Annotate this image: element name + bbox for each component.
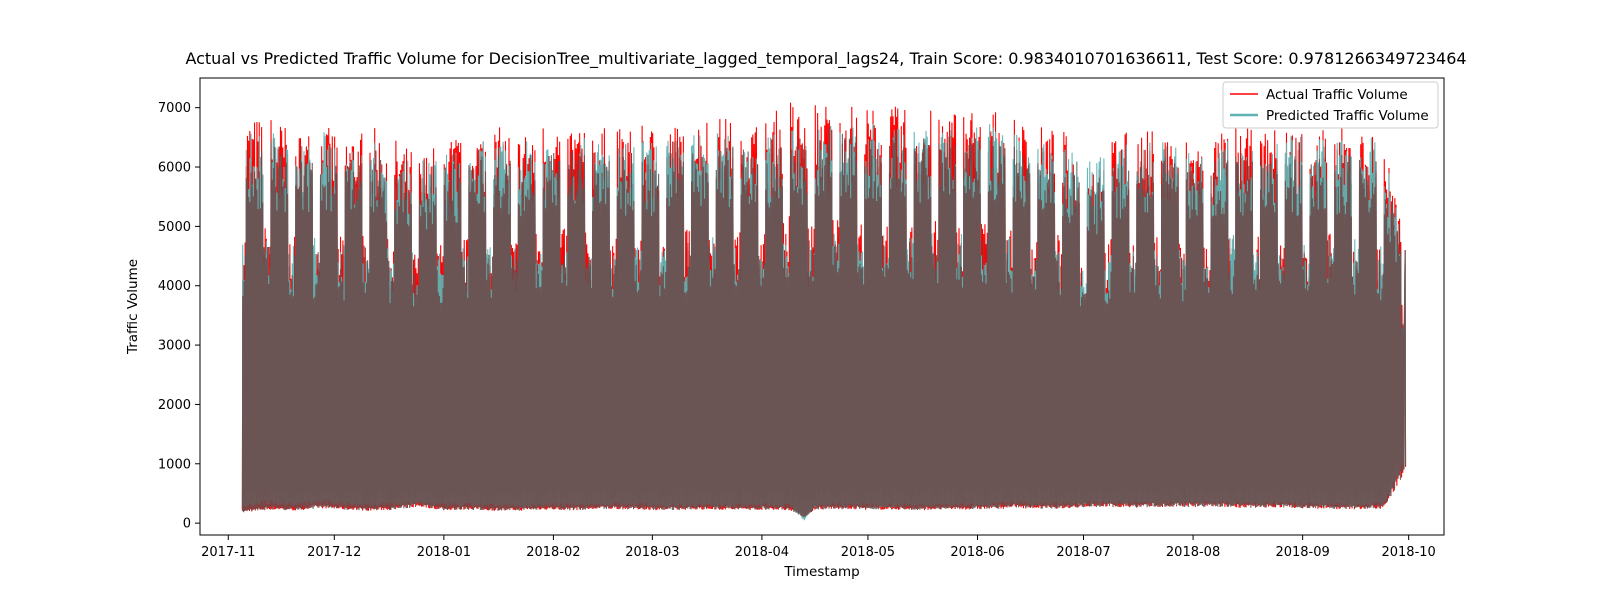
x-tick-label: 2018-01 [417,545,471,560]
x-tick-label: 2018-06 [950,545,1004,560]
x-tick-label: 2018-10 [1381,545,1435,560]
legend-label: Actual Traffic Volume [1266,87,1408,103]
legend-label: Predicted Traffic Volume [1266,108,1429,124]
overlap-band [241,128,1407,517]
x-tick-label: 2018-08 [1166,545,1220,560]
legend: Actual Traffic Volume Predicted Traffic V… [1222,81,1439,129]
y-axis-label: Traffic Volume [125,259,141,355]
x-tick-label: 2018-09 [1275,545,1329,560]
x-tick-label: 2017-12 [307,545,361,560]
x-tick-label: 2018-03 [625,545,679,560]
x-axis: 2017-11 2017-12 2018-01 2018-02 2018-03 2018-… [201,535,1436,560]
y-tick-label: 5000 [158,220,191,235]
y-tick-label: 7000 [158,101,191,116]
plot-frame [199,77,1445,536]
x-tick-label: 2018-04 [735,545,789,560]
x-tick-label: 2018-05 [841,545,895,560]
chart-title: Actual vs Predicted Traffic Volume for D… [185,49,1466,69]
y-axis: 0 1000 2000 3000 4000 5000 6000 7000 [158,101,200,532]
y-tick-label: 2000 [158,398,191,413]
x-tick-label: 2018-02 [526,545,580,560]
legend-box [1222,81,1439,129]
x-axis-label: Timestamp [783,564,859,580]
y-tick-label: 1000 [158,457,191,472]
plot-area [241,102,1407,521]
y-tick-label: 6000 [158,161,191,176]
y-tick-label: 3000 [158,339,191,354]
y-tick-label: 0 [183,517,191,532]
x-tick-label: 2017-11 [201,545,255,560]
x-tick-label: 2018-07 [1056,545,1110,560]
y-tick-label: 4000 [158,279,191,294]
